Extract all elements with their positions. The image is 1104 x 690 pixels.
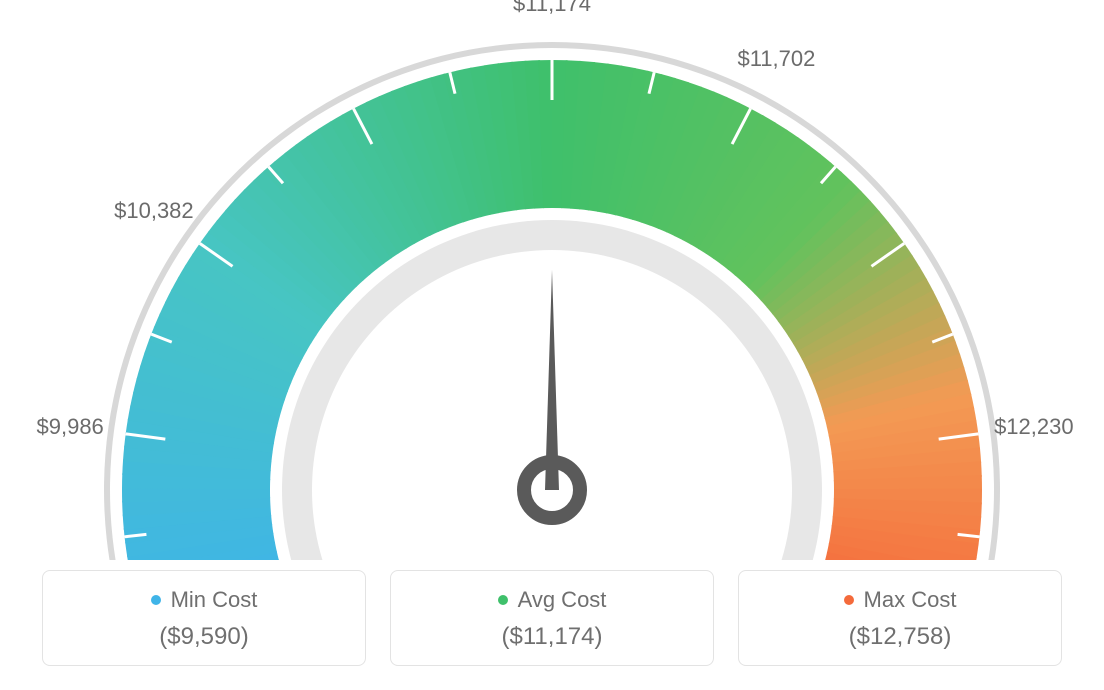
gauge-tick-label: $11,702 <box>737 46 815 72</box>
card-max-title-row: Max Cost <box>844 587 957 613</box>
gauge-chart-stage: $9,590$9,986$10,382$11,174$11,702$12,230… <box>0 0 1104 690</box>
dot-avg <box>498 595 508 605</box>
gauge-wrap: $9,590$9,986$10,382$11,174$11,702$12,230… <box>0 0 1104 540</box>
gauge-tick-label: $10,382 <box>114 198 194 224</box>
card-min-cost: Min Cost ($9,590) <box>42 570 366 666</box>
gauge-svg <box>0 0 1104 560</box>
card-min-label: Min Cost <box>171 587 258 613</box>
card-avg-value: ($11,174) <box>401 623 703 651</box>
gauge-tick-label: $9,986 <box>37 414 104 440</box>
legend-cards: Min Cost ($9,590) Avg Cost ($11,174) Max… <box>42 570 1062 666</box>
card-avg-cost: Avg Cost ($11,174) <box>390 570 714 666</box>
card-max-value: ($12,758) <box>749 623 1051 651</box>
card-avg-label: Avg Cost <box>518 587 607 613</box>
dot-max <box>844 595 854 605</box>
card-min-value: ($9,590) <box>53 623 355 651</box>
gauge-tick-label: $12,230 <box>994 414 1074 440</box>
card-max-label: Max Cost <box>864 587 957 613</box>
dot-min <box>151 595 161 605</box>
gauge-tick-label: $11,174 <box>513 0 591 17</box>
card-max-cost: Max Cost ($12,758) <box>738 570 1062 666</box>
card-min-title-row: Min Cost <box>151 587 258 613</box>
card-avg-title-row: Avg Cost <box>498 587 607 613</box>
